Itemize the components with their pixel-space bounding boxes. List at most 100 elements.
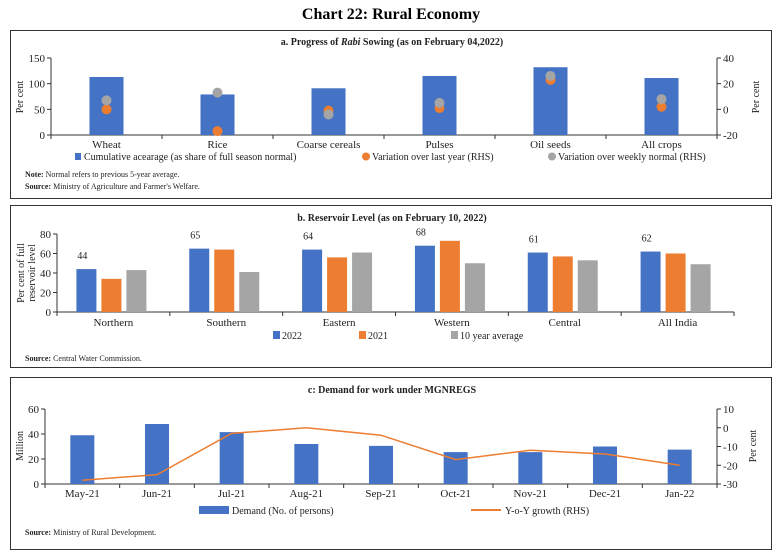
panel-reservoir: b. Reservoir Level (as on February 10, 2…	[10, 205, 772, 368]
bar	[101, 278, 122, 312]
mgnregs-chart: c: Demand for work under MGNREGS 0 20 40 60 -…	[15, 385, 759, 517]
y-tick-label: 40	[40, 268, 52, 280]
bar	[577, 260, 598, 312]
bar	[214, 249, 235, 312]
x-tick-label: Dec-21	[589, 488, 621, 500]
y-tick-label: 150	[29, 53, 46, 65]
x-tick-label: Coarse cereals	[297, 139, 361, 151]
legend-label: Cumulative acearage (as share of full se…	[84, 152, 296, 163]
y-tick-label: 20	[28, 454, 40, 466]
panel-rabi-sowing: a. Progress of Rabi Sowing (as on Februa…	[10, 30, 772, 199]
dot-marker	[434, 97, 445, 108]
y-tick-label: 0	[34, 479, 40, 491]
legend-swatch	[75, 153, 81, 160]
x-tick-label: Jun-21	[142, 488, 172, 500]
data-label: 61	[529, 235, 539, 246]
y-tick-label: 80	[40, 229, 52, 241]
x-tick-label: Sep-21	[365, 488, 396, 500]
x-tick-label: All India	[658, 317, 698, 329]
legend-swatch	[548, 152, 556, 161]
y2-axis-label: Per cent	[751, 81, 762, 114]
chart-title: b. Reservoir Level (as on February 10, 2…	[297, 213, 487, 224]
bar	[327, 257, 348, 312]
bar	[414, 245, 435, 312]
bar	[518, 452, 543, 484]
data-label: 68	[416, 228, 426, 239]
legend-swatch	[451, 331, 458, 339]
legend-label: Y-o-Y growth (RHS)	[505, 506, 589, 517]
bar	[294, 444, 319, 484]
legend-label: Variation over last year (RHS)	[372, 152, 494, 163]
x-tick-label: Eastern	[323, 317, 356, 329]
data-label: 62	[642, 234, 652, 245]
source: Source: Central Water Commission.	[25, 354, 142, 363]
dot-marker	[656, 94, 667, 105]
y2-tick-label: 0	[723, 423, 729, 435]
legend-swatch	[273, 331, 280, 339]
panel-mgnregs: c: Demand for work under MGNREGS 0 20 40 60 -…	[10, 377, 772, 550]
legend-label: Variation over weekly normal (RHS)	[558, 152, 706, 163]
bar	[527, 252, 548, 312]
data-label: 44	[77, 251, 87, 262]
dot-marker	[212, 87, 223, 98]
chart-title: a. Progress of Rabi Sowing (as on Februa…	[281, 37, 503, 48]
bar	[302, 249, 323, 312]
x-tick-label: Southern	[206, 317, 246, 329]
bar	[76, 269, 97, 312]
data-label: 64	[303, 232, 313, 243]
rabi-sowing-chart: a. Progress of Rabi Sowing (as on Februa…	[15, 37, 762, 163]
y-axis-label-line2: reservoir level	[27, 244, 38, 302]
y-tick-label: 40	[28, 429, 40, 441]
x-tick-label: Pulses	[425, 139, 453, 151]
y-tick-label: 50	[34, 104, 46, 116]
y-axis-label-line1: Per cent of full	[16, 243, 27, 303]
bar	[239, 272, 260, 312]
legend-swatch	[359, 331, 366, 339]
y2-tick-label: 40	[723, 53, 735, 65]
bar	[640, 251, 661, 312]
bar	[667, 449, 692, 484]
x-tick-label: Western	[434, 317, 470, 329]
bar	[189, 248, 210, 312]
x-tick-label: Jul-21	[218, 488, 246, 500]
legend-label: 10 year average	[460, 331, 524, 342]
dot-marker	[212, 126, 223, 137]
bar	[439, 240, 460, 312]
bar	[552, 256, 573, 312]
dot-marker	[101, 95, 112, 106]
chart-title-part: Sowing (as on February 04,2022)	[360, 37, 503, 48]
dot-marker	[323, 109, 334, 120]
x-tick-label: Nov-21	[514, 488, 548, 500]
x-tick-label: Aug-21	[290, 488, 324, 500]
legend-label: 2022	[282, 331, 302, 342]
y-tick-label: 60	[28, 404, 40, 416]
y-tick-label: 60	[40, 249, 52, 261]
y2-tick-label: -30	[723, 479, 738, 491]
reservoir-chart: b. Reservoir Level (as on February 10, 2…	[16, 213, 735, 342]
x-tick-label: Oil seeds	[530, 139, 571, 151]
figure-title: Chart 22: Rural Economy	[301, 6, 481, 23]
x-tick-label: All crops	[641, 139, 682, 151]
y-tick-label: 100	[29, 79, 46, 91]
bar	[219, 432, 244, 484]
bar	[70, 435, 95, 484]
x-tick-label: Rice	[207, 139, 227, 151]
bar	[369, 445, 393, 484]
dot-marker	[656, 101, 667, 112]
source: Source: Ministry of Rural Development.	[25, 528, 157, 537]
bar	[665, 253, 686, 312]
y-axis-label: Million	[15, 431, 26, 461]
yoy-growth-line	[82, 426, 680, 481]
y-tick-label: 0	[40, 130, 46, 142]
chart-title-part: a. Progress of	[281, 37, 341, 48]
bar	[352, 252, 373, 312]
y-tick-label: 20	[40, 288, 52, 300]
bar	[593, 446, 617, 484]
legend-label: 2021	[368, 331, 388, 342]
y2-tick-label: -20	[723, 460, 738, 472]
data-label: 65	[190, 231, 200, 242]
dot-marker	[545, 70, 556, 81]
legend-label: Demand (No. of persons)	[232, 506, 334, 517]
legend-swatch	[362, 152, 370, 161]
bar	[126, 270, 147, 312]
